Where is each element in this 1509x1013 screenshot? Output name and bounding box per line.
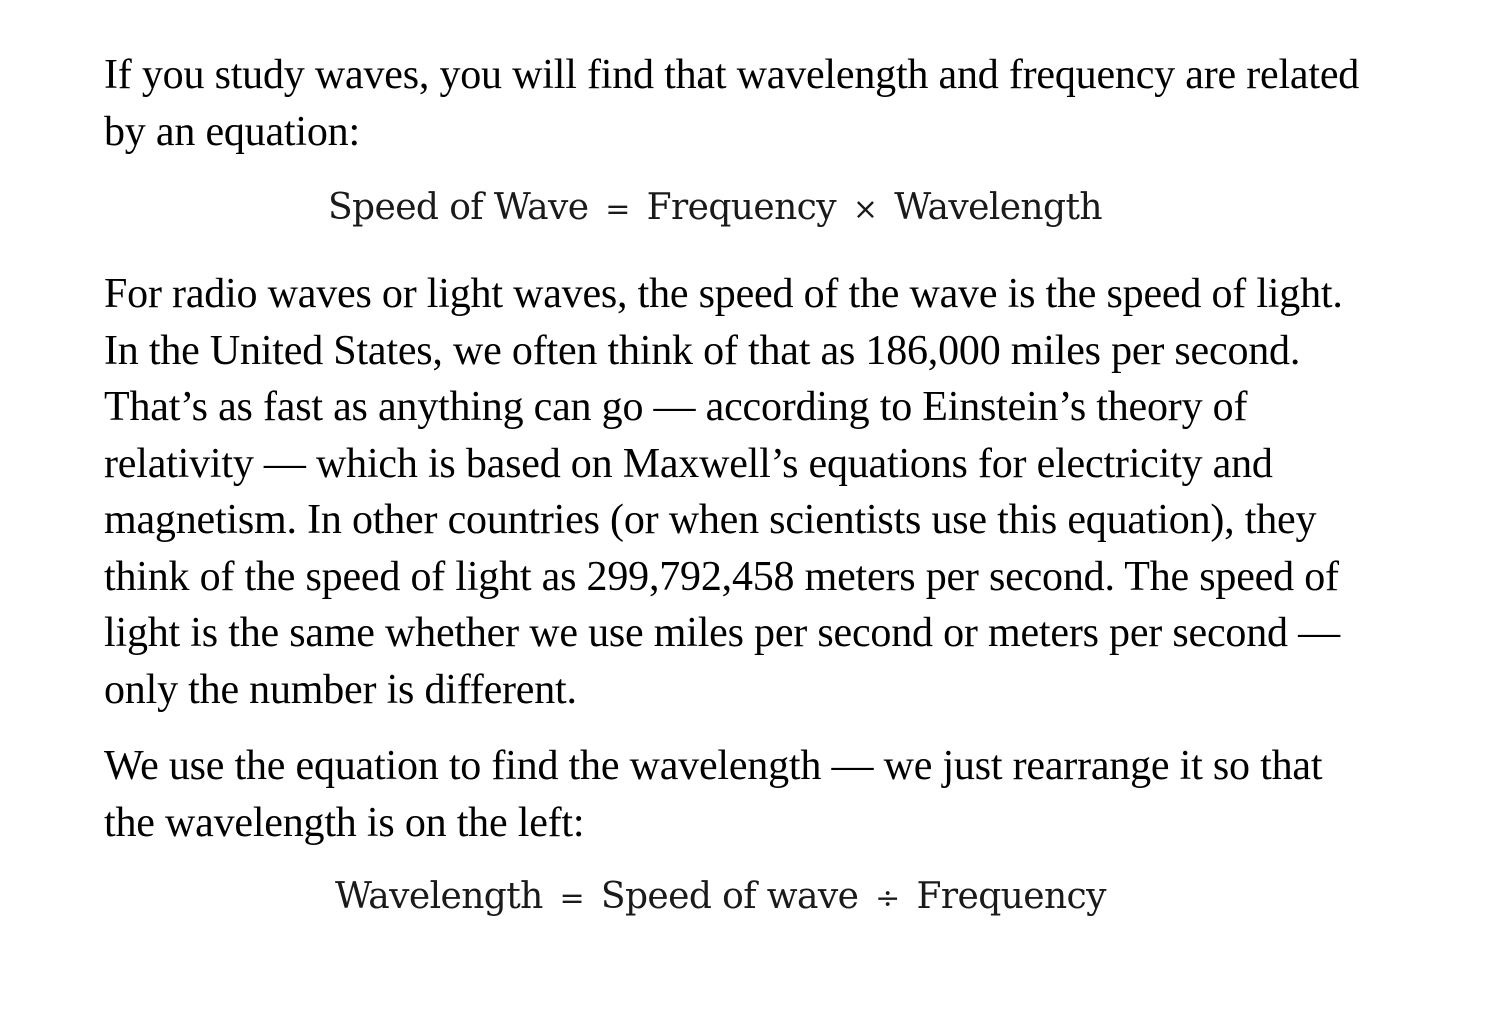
equation-term-frequency: Frequency (916, 876, 1107, 917)
rearrange-paragraph: We use the equation to find the waveleng… (104, 743, 1323, 846)
wavelength-equation: Wavelength = Speed of wave ÷ Frequency (335, 875, 1374, 921)
equation-left-term: Speed of Wave (328, 187, 589, 228)
equals-sign: = (559, 881, 585, 916)
equation-term-frequency: Frequency (646, 187, 837, 228)
equation-term-speed: Speed of wave (600, 876, 859, 917)
divide-sign: ÷ (875, 881, 900, 916)
wave-speed-equation: Speed of Wave = Frequency × Wavelength (328, 186, 1374, 232)
speed-of-light-paragraph: For radio waves or light waves, the spee… (104, 271, 1343, 713)
equation-left-term: Wavelength (335, 876, 543, 917)
equation-term-wavelength: Wavelength (894, 187, 1102, 228)
equals-sign: = (605, 192, 630, 227)
document-page: If you study waves, you will find that w… (104, 47, 1374, 921)
multiply-sign: × (852, 192, 878, 227)
intro-paragraph: If you study waves, you will find that w… (104, 52, 1360, 155)
